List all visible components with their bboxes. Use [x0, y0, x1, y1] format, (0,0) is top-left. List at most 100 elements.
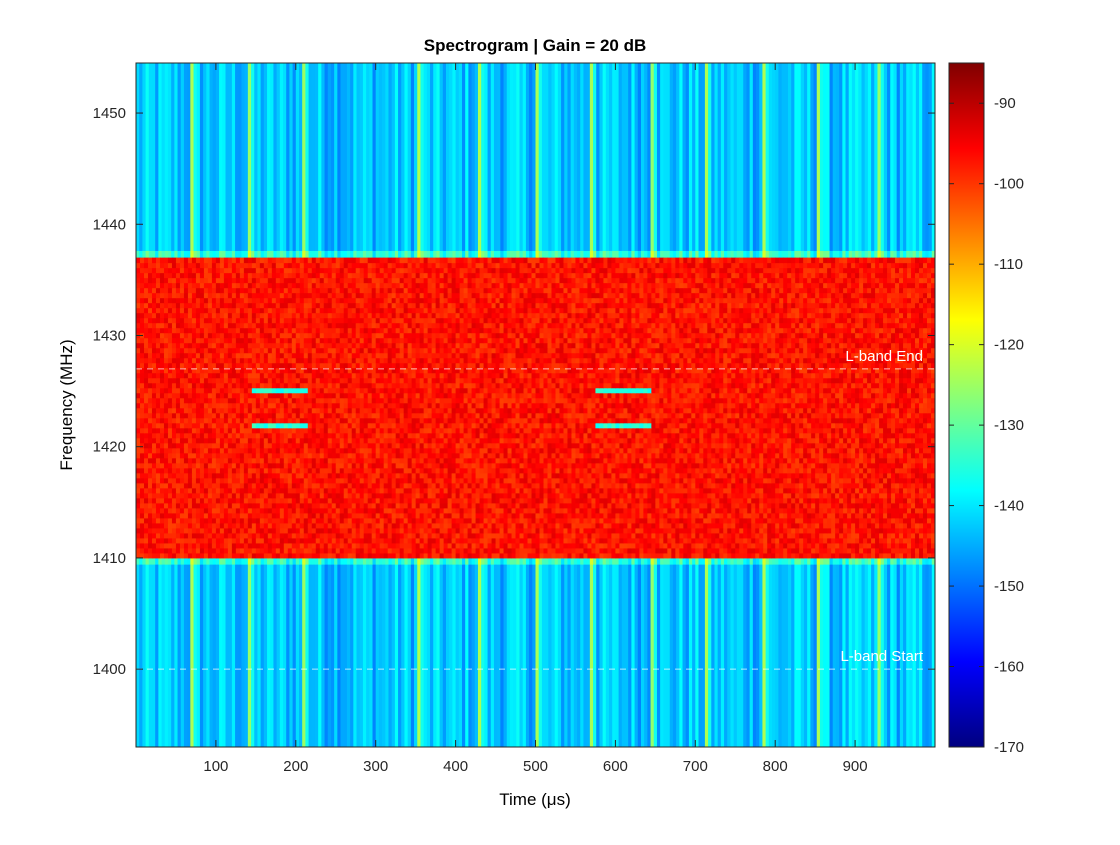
heatmap-cell — [851, 537, 856, 544]
heatmap-cell — [775, 552, 780, 559]
heatmap-cell — [639, 502, 644, 509]
heatmap-cell — [167, 487, 173, 494]
band-edge-cell — [366, 250, 370, 258]
heatmap-cell — [455, 522, 461, 529]
heatmap-cell — [295, 452, 301, 459]
heatmap-cell — [763, 507, 768, 514]
heatmap-cell — [487, 482, 493, 489]
heatmap-cell — [827, 532, 832, 539]
heatmap-cell — [287, 497, 293, 504]
heatmap-cell — [891, 527, 896, 534]
heatmap-cell — [595, 472, 600, 479]
heatmap-cell — [783, 507, 788, 514]
heatmap-cell — [887, 512, 892, 519]
band-edge-cell — [797, 557, 802, 565]
heatmap-cell — [751, 497, 756, 504]
heatmap-cell — [779, 512, 784, 519]
heatmap-cell — [143, 497, 149, 504]
heatmap-cell — [255, 502, 261, 509]
heatmap-cell — [583, 547, 588, 554]
heatmap-cell — [587, 527, 592, 534]
heatmap-cell — [243, 532, 249, 539]
heatmap-cell — [779, 467, 784, 474]
heatmap-cell — [171, 522, 177, 529]
heatmap-cell — [795, 462, 800, 469]
band-edge-cell — [145, 250, 150, 258]
heatmap-cell — [207, 467, 213, 474]
heatmap-cell — [739, 517, 744, 524]
heatmap-cell — [863, 522, 868, 529]
heatmap-cell — [711, 552, 716, 559]
heatmap-cell — [667, 542, 672, 549]
band-edge-cell — [375, 250, 380, 258]
heatmap-cell — [811, 472, 816, 479]
heatmap-cell — [143, 447, 149, 454]
heatmap-cell — [923, 512, 928, 519]
heatmap-cell — [927, 482, 932, 489]
heatmap-cell — [523, 522, 529, 529]
heatmap-cell — [795, 482, 800, 489]
heatmap-cell — [595, 522, 600, 529]
heatmap-cell — [140, 532, 145, 539]
heatmap-cell — [563, 537, 568, 544]
heatmap-cell — [675, 542, 680, 549]
heatmap-cell — [387, 457, 393, 464]
heatmap-cell — [591, 502, 596, 509]
heatmap-cell — [771, 547, 776, 554]
heatmap-cell — [591, 482, 596, 489]
heatmap-cell — [251, 457, 257, 464]
heatmap-cell — [439, 502, 445, 509]
heatmap-cell — [591, 467, 596, 474]
heatmap-cell — [703, 462, 708, 469]
heatmap-cell — [599, 527, 604, 534]
heatmap-cell — [723, 537, 728, 544]
heatmap-cell — [295, 447, 301, 454]
heatmap-cell — [371, 477, 377, 484]
heatmap-cell — [895, 522, 900, 529]
heatmap-cell — [179, 552, 185, 559]
heatmap-cell — [747, 542, 752, 549]
heatmap-cell — [367, 547, 373, 554]
heatmap-cell — [471, 472, 477, 479]
heatmap-cell — [255, 537, 261, 544]
heatmap-cell — [255, 527, 261, 534]
heatmap-cell — [607, 512, 612, 519]
band-edge-cell — [167, 250, 172, 258]
heatmap-cell — [915, 517, 920, 524]
heatmap-cell — [747, 482, 752, 489]
heatmap-cell — [915, 492, 920, 499]
heatmap-cell — [203, 497, 209, 504]
heatmap-cell — [783, 547, 788, 554]
band-edge-cell — [142, 557, 147, 565]
heatmap-cell — [455, 462, 461, 469]
heatmap-cell — [763, 457, 768, 464]
heatmap-cell — [739, 467, 744, 474]
band-edge-cell — [276, 250, 281, 258]
heatmap-cell — [303, 552, 309, 559]
heatmap-cell — [175, 497, 181, 504]
heatmap-cell — [291, 457, 297, 464]
heatmap-cell — [503, 497, 509, 504]
heatmap-cell — [627, 457, 632, 464]
heatmap-cell — [163, 452, 169, 459]
heatmap-cell — [603, 507, 608, 514]
heatmap-cell — [635, 517, 640, 524]
heatmap-cell — [223, 497, 229, 504]
heatmap-cell — [579, 452, 584, 459]
heatmap-cell — [739, 492, 744, 499]
heatmap-cell — [203, 487, 209, 494]
heatmap-cell — [311, 542, 317, 549]
heatmap-cell — [223, 507, 229, 514]
heatmap-cell — [231, 547, 237, 554]
heatmap-cell — [195, 452, 201, 459]
heatmap-cell — [767, 527, 772, 534]
heatmap-cell — [615, 527, 620, 534]
heatmap-cell — [243, 467, 249, 474]
heatmap-cell — [611, 477, 616, 484]
heatmap-cell — [611, 492, 616, 499]
heatmap-cell — [247, 502, 253, 509]
heatmap-cell — [323, 522, 329, 529]
heatmap-cell — [379, 497, 385, 504]
heatmap-cell — [759, 517, 764, 524]
heatmap-cell — [599, 492, 604, 499]
